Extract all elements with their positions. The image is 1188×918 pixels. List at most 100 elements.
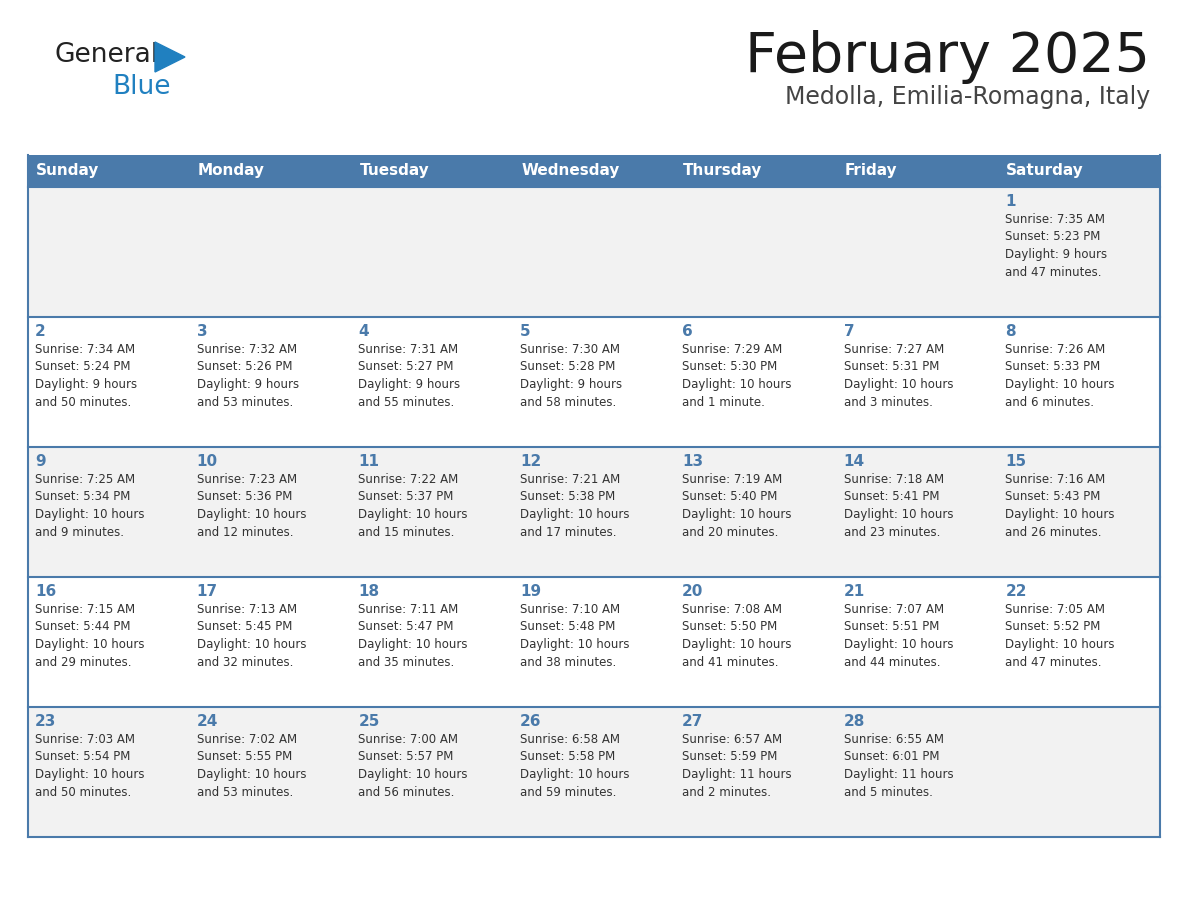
Bar [998, 187, 1159, 317]
Text: 20: 20 [682, 584, 703, 599]
Text: Sunrise: 7:26 AM
Sunset: 5:33 PM
Daylight: 10 hours
and 6 minutes.: Sunrise: 7:26 AM Sunset: 5:33 PM Dayligh… [1005, 343, 1114, 409]
Bar [29, 187, 190, 317]
Text: Sunrise: 7:22 AM
Sunset: 5:37 PM
Daylight: 10 hours
and 15 minutes.: Sunrise: 7:22 AM Sunset: 5:37 PM Dayligh… [359, 473, 468, 539]
Bar [675, 447, 836, 577]
Text: Sunrise: 7:29 AM
Sunset: 5:30 PM
Daylight: 10 hours
and 1 minute.: Sunrise: 7:29 AM Sunset: 5:30 PM Dayligh… [682, 343, 791, 409]
Bar [675, 577, 836, 707]
Text: 11: 11 [359, 454, 379, 469]
Text: 23: 23 [34, 714, 56, 729]
Bar [190, 187, 352, 317]
Text: 12: 12 [520, 454, 542, 469]
Bar [675, 707, 836, 837]
Bar [190, 707, 352, 837]
Text: 4: 4 [359, 324, 369, 339]
Text: 28: 28 [843, 714, 865, 729]
Bar [352, 707, 513, 837]
Text: Sunrise: 7:10 AM
Sunset: 5:48 PM
Daylight: 10 hours
and 38 minutes.: Sunrise: 7:10 AM Sunset: 5:48 PM Dayligh… [520, 603, 630, 668]
Text: Sunrise: 7:27 AM
Sunset: 5:31 PM
Daylight: 10 hours
and 3 minutes.: Sunrise: 7:27 AM Sunset: 5:31 PM Dayligh… [843, 343, 953, 409]
Bar [836, 187, 998, 317]
Text: Thursday: Thursday [683, 163, 763, 178]
Bar [675, 317, 836, 447]
Text: 15: 15 [1005, 454, 1026, 469]
Text: Sunrise: 7:30 AM
Sunset: 5:28 PM
Daylight: 9 hours
and 58 minutes.: Sunrise: 7:30 AM Sunset: 5:28 PM Dayligh… [520, 343, 623, 409]
Text: 27: 27 [682, 714, 703, 729]
Bar [513, 187, 675, 317]
Text: 10: 10 [197, 454, 217, 469]
Text: 21: 21 [843, 584, 865, 599]
Polygon shape [154, 42, 185, 72]
Bar [29, 317, 190, 447]
Text: 6: 6 [682, 324, 693, 339]
Text: 5: 5 [520, 324, 531, 339]
Text: Blue: Blue [112, 74, 171, 100]
Text: 3: 3 [197, 324, 208, 339]
Text: 18: 18 [359, 584, 379, 599]
Text: Sunrise: 7:05 AM
Sunset: 5:52 PM
Daylight: 10 hours
and 47 minutes.: Sunrise: 7:05 AM Sunset: 5:52 PM Dayligh… [1005, 603, 1114, 668]
Text: Sunrise: 7:03 AM
Sunset: 5:54 PM
Daylight: 10 hours
and 50 minutes.: Sunrise: 7:03 AM Sunset: 5:54 PM Dayligh… [34, 733, 145, 799]
Bar [513, 447, 675, 577]
Text: 2: 2 [34, 324, 46, 339]
Bar [352, 155, 513, 187]
Text: 7: 7 [843, 324, 854, 339]
Text: 24: 24 [197, 714, 219, 729]
Text: Sunrise: 7:08 AM
Sunset: 5:50 PM
Daylight: 10 hours
and 41 minutes.: Sunrise: 7:08 AM Sunset: 5:50 PM Dayligh… [682, 603, 791, 668]
Text: 19: 19 [520, 584, 542, 599]
Text: 9: 9 [34, 454, 45, 469]
Text: Sunrise: 7:35 AM
Sunset: 5:23 PM
Daylight: 9 hours
and 47 minutes.: Sunrise: 7:35 AM Sunset: 5:23 PM Dayligh… [1005, 213, 1107, 278]
Bar [352, 317, 513, 447]
Text: Wednesday: Wednesday [522, 163, 619, 178]
Bar [513, 577, 675, 707]
Text: Sunrise: 7:15 AM
Sunset: 5:44 PM
Daylight: 10 hours
and 29 minutes.: Sunrise: 7:15 AM Sunset: 5:44 PM Dayligh… [34, 603, 145, 668]
Text: 16: 16 [34, 584, 56, 599]
Bar [352, 447, 513, 577]
Text: 17: 17 [197, 584, 217, 599]
Text: Sunday: Sunday [36, 163, 100, 178]
Text: Sunrise: 7:13 AM
Sunset: 5:45 PM
Daylight: 10 hours
and 32 minutes.: Sunrise: 7:13 AM Sunset: 5:45 PM Dayligh… [197, 603, 307, 668]
Bar [836, 577, 998, 707]
Bar [836, 447, 998, 577]
Bar [998, 577, 1159, 707]
Text: Sunrise: 7:16 AM
Sunset: 5:43 PM
Daylight: 10 hours
and 26 minutes.: Sunrise: 7:16 AM Sunset: 5:43 PM Dayligh… [1005, 473, 1114, 539]
Bar [29, 577, 190, 707]
Text: Friday: Friday [845, 163, 897, 178]
Bar [513, 155, 675, 187]
Bar [29, 155, 190, 187]
Text: Medolla, Emilia-Romagna, Italy: Medolla, Emilia-Romagna, Italy [785, 85, 1150, 109]
Text: Monday: Monday [197, 163, 265, 178]
Text: Sunrise: 7:31 AM
Sunset: 5:27 PM
Daylight: 9 hours
and 55 minutes.: Sunrise: 7:31 AM Sunset: 5:27 PM Dayligh… [359, 343, 461, 409]
Text: Sunrise: 7:25 AM
Sunset: 5:34 PM
Daylight: 10 hours
and 9 minutes.: Sunrise: 7:25 AM Sunset: 5:34 PM Dayligh… [34, 473, 145, 539]
Bar [836, 155, 998, 187]
Bar [29, 447, 190, 577]
Text: Sunrise: 7:21 AM
Sunset: 5:38 PM
Daylight: 10 hours
and 17 minutes.: Sunrise: 7:21 AM Sunset: 5:38 PM Dayligh… [520, 473, 630, 539]
Text: Saturday: Saturday [1006, 163, 1083, 178]
Text: General: General [55, 42, 159, 68]
Bar [29, 707, 190, 837]
Text: Sunrise: 6:55 AM
Sunset: 6:01 PM
Daylight: 11 hours
and 5 minutes.: Sunrise: 6:55 AM Sunset: 6:01 PM Dayligh… [843, 733, 953, 799]
Text: 22: 22 [1005, 584, 1026, 599]
Text: Sunrise: 7:19 AM
Sunset: 5:40 PM
Daylight: 10 hours
and 20 minutes.: Sunrise: 7:19 AM Sunset: 5:40 PM Dayligh… [682, 473, 791, 539]
Text: Sunrise: 7:00 AM
Sunset: 5:57 PM
Daylight: 10 hours
and 56 minutes.: Sunrise: 7:00 AM Sunset: 5:57 PM Dayligh… [359, 733, 468, 799]
Bar [190, 577, 352, 707]
Text: Sunrise: 7:23 AM
Sunset: 5:36 PM
Daylight: 10 hours
and 12 minutes.: Sunrise: 7:23 AM Sunset: 5:36 PM Dayligh… [197, 473, 307, 539]
Text: Sunrise: 7:11 AM
Sunset: 5:47 PM
Daylight: 10 hours
and 35 minutes.: Sunrise: 7:11 AM Sunset: 5:47 PM Dayligh… [359, 603, 468, 668]
Text: Sunrise: 7:18 AM
Sunset: 5:41 PM
Daylight: 10 hours
and 23 minutes.: Sunrise: 7:18 AM Sunset: 5:41 PM Dayligh… [843, 473, 953, 539]
Bar [513, 317, 675, 447]
Bar [352, 187, 513, 317]
Bar [190, 317, 352, 447]
Bar [190, 155, 352, 187]
Bar [190, 447, 352, 577]
Text: Sunrise: 7:02 AM
Sunset: 5:55 PM
Daylight: 10 hours
and 53 minutes.: Sunrise: 7:02 AM Sunset: 5:55 PM Dayligh… [197, 733, 307, 799]
Text: Sunrise: 6:58 AM
Sunset: 5:58 PM
Daylight: 10 hours
and 59 minutes.: Sunrise: 6:58 AM Sunset: 5:58 PM Dayligh… [520, 733, 630, 799]
Bar [352, 577, 513, 707]
Bar [836, 707, 998, 837]
Bar [998, 155, 1159, 187]
Bar [675, 155, 836, 187]
Bar [513, 707, 675, 837]
Bar [998, 317, 1159, 447]
Text: Tuesday: Tuesday [360, 163, 429, 178]
Text: 14: 14 [843, 454, 865, 469]
Text: 1: 1 [1005, 194, 1016, 209]
Text: Sunrise: 7:34 AM
Sunset: 5:24 PM
Daylight: 9 hours
and 50 minutes.: Sunrise: 7:34 AM Sunset: 5:24 PM Dayligh… [34, 343, 137, 409]
Text: 8: 8 [1005, 324, 1016, 339]
Bar [998, 447, 1159, 577]
